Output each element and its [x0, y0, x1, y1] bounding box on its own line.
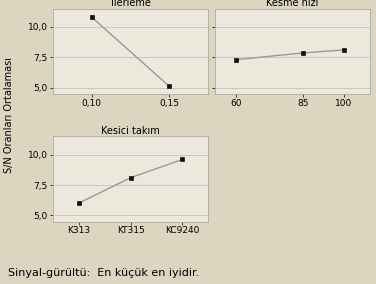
- Title: İlerleme: İlerleme: [111, 0, 150, 8]
- Title: Kesici takım: Kesici takım: [101, 126, 160, 135]
- Text: S/N Oranları Ortalaması: S/N Oranları Ortalaması: [5, 57, 14, 173]
- Title: Kesme hızı: Kesme hızı: [266, 0, 319, 8]
- Text: Sinyal-gürültü:  En küçük en iyidir.: Sinyal-gürültü: En küçük en iyidir.: [8, 268, 199, 278]
